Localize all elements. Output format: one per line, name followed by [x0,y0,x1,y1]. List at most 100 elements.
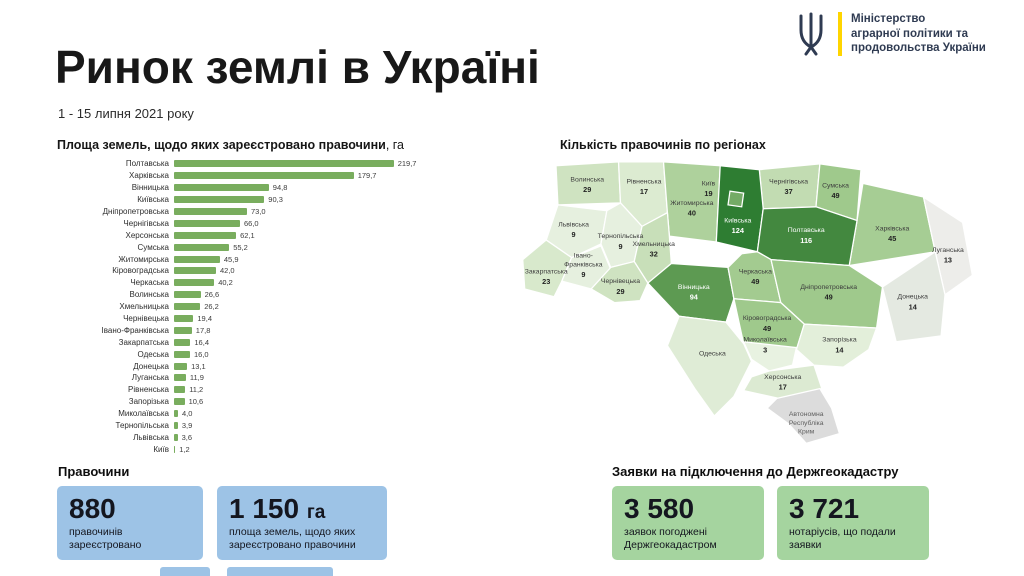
map-region-name: Миколаївська [743,337,787,344]
map-region-value: 29 [616,287,624,296]
bar-category-label: Черкаська [130,278,169,288]
bar-category-label: Харківська [129,171,169,181]
bar [174,208,247,215]
bar-track: 66,0 [174,219,457,228]
bar-category-label: Тернопільська [115,421,169,431]
bar-category-label: Сумська [137,242,169,252]
bar [174,350,190,358]
map-region-name: Кіровоградська [743,314,792,322]
map-region-name: Вінницька [678,283,710,291]
stat-label: нотаріусів, що подали заявки [789,526,896,551]
map-region-value: 32 [650,250,658,259]
bar [174,231,237,239]
stat-card-notaries: 3 721 нотаріусів, що подали заявки [777,486,929,560]
bar-row: Харківська 179,7 [57,170,457,182]
map-region-zhytomyrska [662,161,721,243]
bar-value-label: 16,0 [194,349,209,359]
bar-row: Рівненська 11,2 [57,384,457,396]
date-range: 1 - 15 липня 2021 року [58,106,194,121]
map-region-value: 23 [542,277,550,286]
map-region-krym [766,387,841,445]
bar-track: 42,0 [174,266,457,275]
bar-row: Волинська 26,6 [57,289,457,301]
map-region-value: 49 [831,191,839,200]
bar-row: Донецька 13,1 [57,360,457,372]
stat-card-approved-applications: 3 580 заявок погоджені Держгеокадастром [612,486,764,560]
map-region-name: Волинська [570,176,604,183]
flag-accent-bar [838,12,842,56]
bar-row: Київ 1,2 [57,443,457,455]
bar-category-label: Дніпропетровська [102,207,169,216]
bar [174,196,265,204]
bar-row: Чернівецька 19,4 [57,313,457,325]
map-region-name: Сумська [822,182,849,189]
map-region-value: 116 [800,236,812,245]
bar-row: Вінницька 94,8 [57,182,457,194]
map-region-value: 40 [688,209,696,218]
ministry-name-line: аграрної політики та [851,27,968,40]
map-region-name: Донецька [898,294,929,301]
bar-track: 73,0 [174,207,457,216]
ministry-name: Міністерство аграрної політики та продов… [851,12,986,57]
bar-row: Одеська 16,0 [57,348,457,360]
partial-card [227,567,333,576]
bar-track: 11,2 [174,385,457,394]
ministry-name-line: продовольства України [851,42,986,55]
map-region-name: Харківська [875,224,909,232]
bar [174,445,176,453]
bar-value-label: 26,2 [204,302,219,312]
stat-unit: га [306,502,326,523]
bar [174,422,178,430]
map-region-value: 3 [763,345,767,354]
bar-category-label: Волинська [129,290,169,300]
map-region-name: Запорізька [822,336,857,344]
bar-value-label: 179,7 [357,171,377,181]
partial-card [160,567,210,576]
stat-value: 3 580 [624,493,695,524]
bar-category-label: Луганська [131,373,169,383]
stat-value: 3 721 [789,493,860,524]
bar [174,303,201,311]
bar-track: 55,2 [174,243,457,252]
bar-value-label: 4,0 [182,409,193,419]
bar-category-label: Чернігівська [123,218,169,228]
map-region-value: 9 [572,230,576,239]
ministry-name-line: Міністерство [851,12,926,25]
map-region-donetska [881,250,946,343]
map-region-name: Крим [798,429,815,436]
bar-row: Київська 90,3 [57,194,457,206]
map-region-name: Полтавська [788,227,825,234]
bar-row: Хмельницька 26,2 [57,301,457,313]
bar-value-label: 45,9 [223,254,239,264]
bar-row: Запорізька 10,6 [57,396,457,408]
map-region-value: 14 [909,302,918,311]
bar-value-label: 19,4 [197,314,212,324]
bar-track: 3,9 [174,421,457,430]
map-region-mykolaivska [742,340,798,372]
bar-value-label: 90,3 [268,195,283,205]
map-region-value: 14 [835,345,844,354]
bar-value-label: 10,6 [188,397,204,407]
bar-value-label: 94,8 [272,183,288,193]
bar [174,326,192,334]
stat-value: 880 [69,493,116,524]
map-region-value: 19 [704,189,712,198]
bar-category-label: Рівненська [128,385,169,395]
map-region-value: 124 [732,226,745,235]
bar-track: 11,9 [174,373,457,382]
bar-value-label: 26,6 [204,290,220,300]
map-region-name: Чернігівська [769,177,808,185]
bar [174,184,269,192]
bar [174,398,185,406]
map-region-name: Луганська [932,247,964,254]
bar-value-label: 3,6 [181,432,193,442]
bar [174,410,178,418]
bar-category-label: Івано-Франківська [101,325,170,335]
map-region-value: 37 [785,187,793,196]
bar-category-label: Закарпатська [118,337,169,347]
bar-row: Тернопільська 3,9 [57,420,457,432]
bar-value-label: 13,1 [191,361,206,371]
map-region-value: 94 [690,293,699,302]
page-title: Ринок землі в Україні [55,41,540,93]
map-region-name: Республіка [789,419,824,427]
